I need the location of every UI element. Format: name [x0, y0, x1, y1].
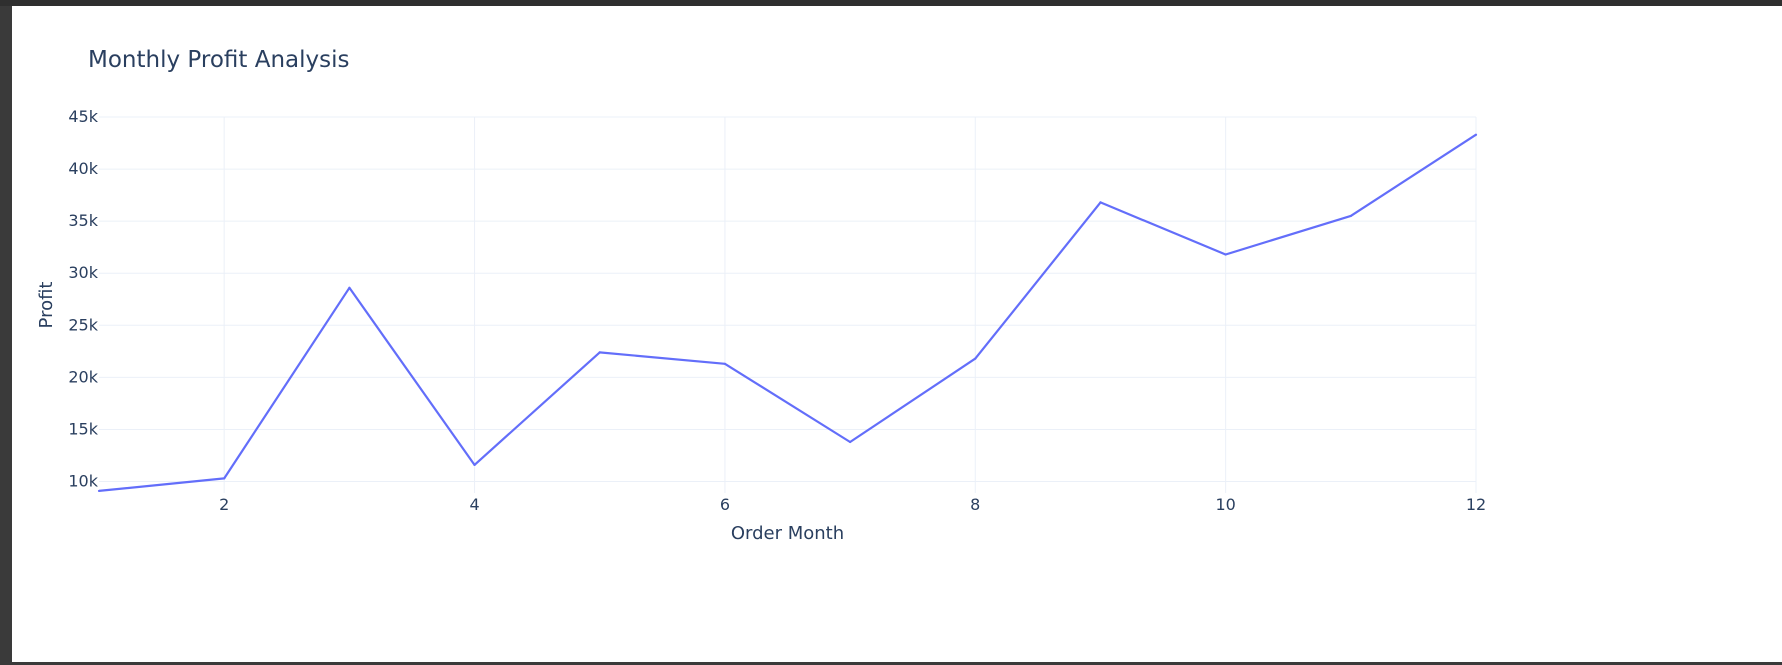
grid-layer [99, 116, 1477, 493]
x-axis-title: Order Month [731, 523, 844, 544]
data-point [1349, 214, 1352, 218]
y-axis-title: Profit [36, 282, 57, 329]
y-tick-label: 25k [68, 315, 98, 334]
data-point [598, 351, 601, 354]
y-tick-label: 15k [68, 419, 98, 438]
y-tick-label: 30k [68, 263, 98, 282]
data-point [974, 357, 977, 360]
chart-container [12, 6, 1782, 662]
x-tick-label: 6 [720, 495, 730, 514]
window-top-edge [0, 0, 1782, 6]
x-tick-label: 10 [1215, 495, 1235, 514]
series-layer [97, 133, 1478, 493]
tick-layer: 10k 15k 20k 25k 30k 35k 40k 45k 2 4 6 8 10 12 [68, 107, 1486, 514]
data-point [848, 440, 852, 444]
x-tick-label: 12 [1466, 495, 1486, 514]
y-tick-label: 35k [68, 211, 98, 230]
profit-series-line [98, 133, 1477, 492]
data-point [473, 463, 476, 466]
x-tick-label: 2 [219, 495, 229, 514]
data-point [1474, 133, 1478, 136]
y-tick-label: 45k [68, 107, 98, 126]
data-point [723, 362, 727, 365]
data-point [1224, 253, 1227, 256]
chart-title: Monthly Profit Analysis [88, 47, 350, 73]
data-point [97, 489, 101, 493]
y-tick-label: 40k [68, 159, 98, 178]
x-tick-label: 4 [469, 495, 479, 514]
y-tick-label: 20k [68, 367, 98, 386]
y-tick-label: 10k [68, 472, 98, 491]
data-point [1099, 201, 1102, 204]
data-point [348, 286, 351, 289]
x-tick-label: 8 [970, 495, 980, 514]
data-point [223, 477, 226, 480]
